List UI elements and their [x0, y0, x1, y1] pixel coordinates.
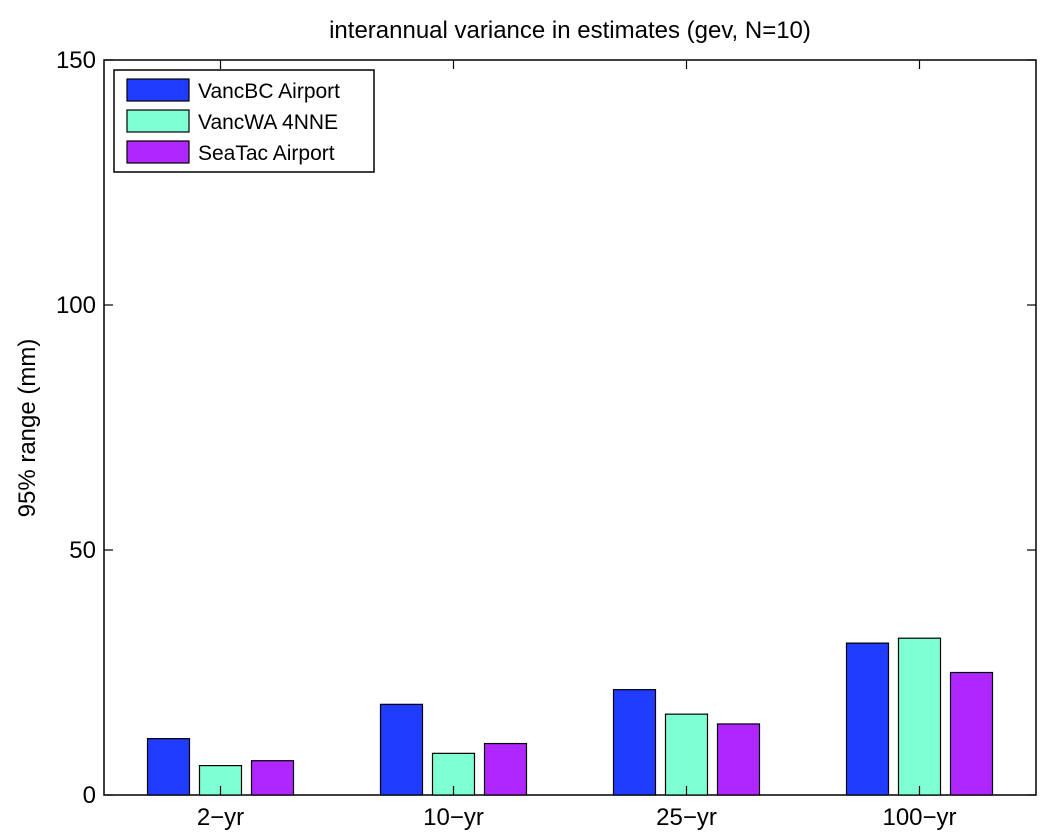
bar [146, 738, 191, 796]
bar [250, 760, 295, 796]
x-tick-label: 2−yr [197, 804, 244, 831]
bar [664, 713, 709, 796]
bars [146, 637, 994, 796]
bar [949, 671, 994, 796]
legend-swatch [126, 140, 190, 164]
bar [612, 689, 657, 796]
axis-ticks: 0 50 100 150 2−yr 10−yr 25−yr 100−yr [56, 47, 1036, 831]
y-tick-label: 50 [69, 537, 96, 564]
legend-label: SeaTac Airport [198, 142, 335, 165]
bar [845, 642, 890, 796]
chart-title: interannual variance in estimates (gev, … [329, 17, 811, 44]
legend-items: VancBC Airport VancWA 4NNE SeaTac Airport [126, 78, 340, 165]
legend-label: VancBC Airport [198, 80, 340, 103]
y-tick-label: 150 [56, 47, 96, 74]
bar [379, 703, 424, 796]
bar [897, 637, 942, 796]
x-tick-label: 10−yr [423, 804, 484, 831]
x-tick-label: 25−yr [656, 804, 717, 831]
legend: VancBC Airport VancWA 4NNE SeaTac Airport [113, 69, 375, 173]
y-tick-label: 100 [56, 292, 96, 319]
legend-label: VancWA 4NNE [198, 111, 338, 134]
legend-swatch [126, 109, 190, 133]
bar [716, 723, 761, 796]
bar [483, 742, 528, 796]
y-axis-label: 95% range (mm) [14, 339, 41, 518]
x-tick-label: 100−yr [882, 804, 956, 831]
y-tick-label: 0 [83, 782, 96, 809]
legend-swatch [126, 78, 190, 102]
